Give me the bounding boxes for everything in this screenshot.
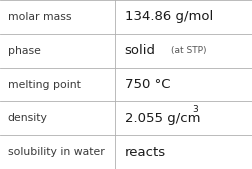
Text: molar mass: molar mass [8, 12, 71, 22]
Text: (at STP): (at STP) [171, 46, 207, 55]
Text: reacts: reacts [125, 146, 166, 159]
Text: solid: solid [125, 44, 156, 57]
Text: 2.055 g/cm: 2.055 g/cm [125, 112, 200, 125]
Text: phase: phase [8, 46, 40, 56]
Text: 750 °C: 750 °C [125, 78, 170, 91]
Text: solubility in water: solubility in water [8, 147, 104, 157]
Text: 3: 3 [193, 105, 199, 114]
Text: density: density [8, 113, 47, 123]
Text: melting point: melting point [8, 79, 80, 90]
Text: 134.86 g/mol: 134.86 g/mol [125, 10, 213, 23]
